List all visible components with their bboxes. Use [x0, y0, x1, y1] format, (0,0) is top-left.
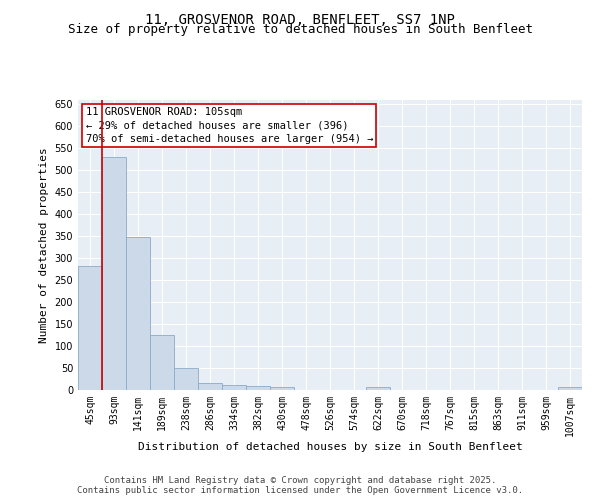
X-axis label: Distribution of detached houses by size in South Benfleet: Distribution of detached houses by size …: [137, 442, 523, 452]
Bar: [270, 387, 294, 390]
Bar: [126, 237, 150, 390]
Text: 11, GROSVENOR ROAD, BENFLEET, SS7 1NP: 11, GROSVENOR ROAD, BENFLEET, SS7 1NP: [145, 12, 455, 26]
Bar: [558, 388, 582, 390]
Bar: [78, 266, 102, 390]
Bar: [102, 157, 126, 390]
Bar: [246, 386, 270, 390]
Bar: [198, 382, 222, 390]
Bar: [150, 335, 174, 390]
Text: 11 GROSVENOR ROAD: 105sqm
← 29% of detached houses are smaller (396)
70% of semi: 11 GROSVENOR ROAD: 105sqm ← 29% of detac…: [86, 108, 373, 144]
Text: Size of property relative to detached houses in South Benfleet: Size of property relative to detached ho…: [67, 22, 533, 36]
Text: Contains HM Land Registry data © Crown copyright and database right 2025.
Contai: Contains HM Land Registry data © Crown c…: [77, 476, 523, 495]
Bar: [174, 368, 198, 390]
Bar: [222, 385, 246, 390]
Y-axis label: Number of detached properties: Number of detached properties: [39, 147, 49, 343]
Bar: [366, 387, 390, 390]
